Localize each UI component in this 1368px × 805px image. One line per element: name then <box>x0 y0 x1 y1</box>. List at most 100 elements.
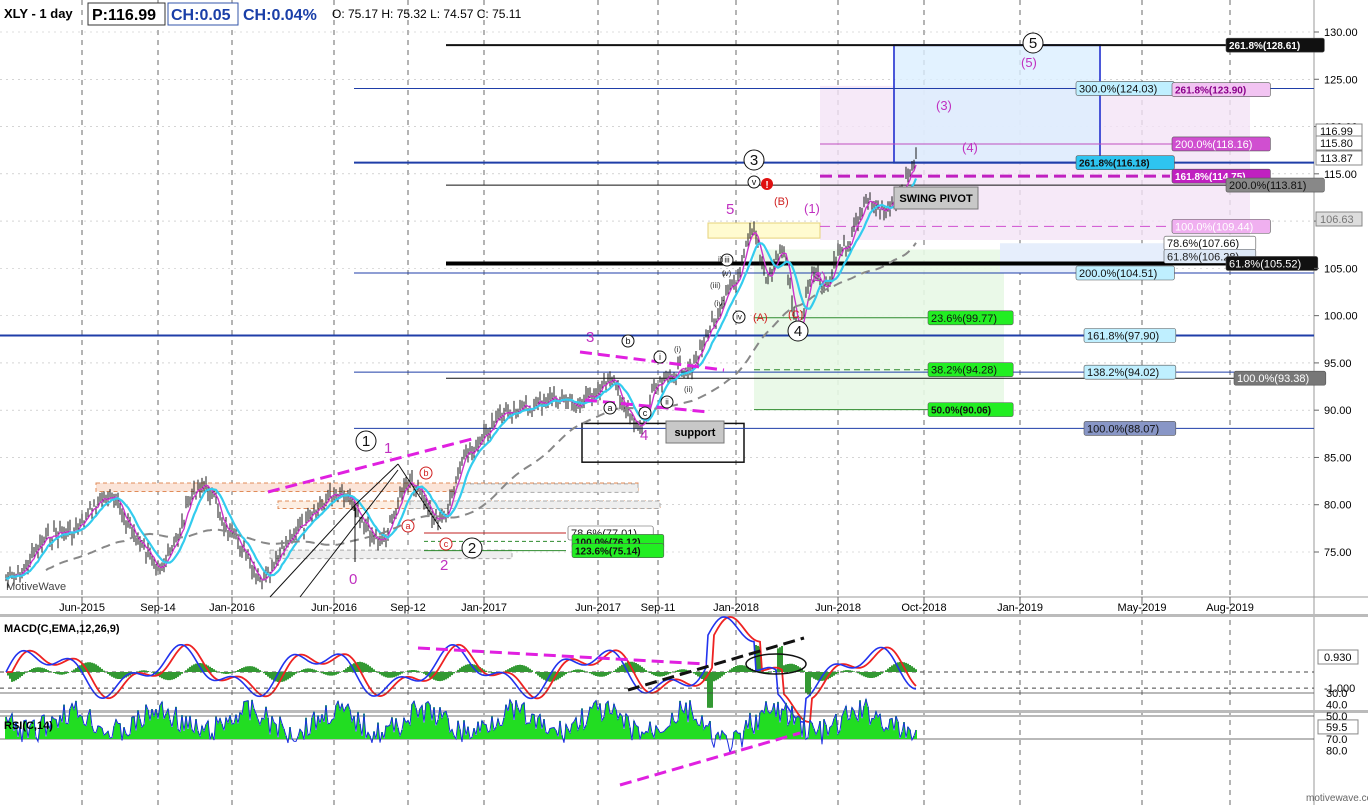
trendline-2 <box>584 398 709 414</box>
fib-label-14: 38.2%(94.28) <box>931 365 997 377</box>
fib-label-9: 61.8%(106.28) <box>1167 251 1239 263</box>
target-box-blue <box>893 44 1101 164</box>
x-tick-label-13: Aug-2019 <box>1206 602 1254 614</box>
trendline-7 <box>299 469 399 598</box>
y-axis-ticks: 75.0080.0085.0090.0095.00100.00105.00110… <box>1314 27 1363 559</box>
wave-c-small-ring <box>638 406 652 420</box>
wave-paren-5: (5) <box>1021 55 1037 70</box>
wave-iv-circle: iv <box>736 313 742 322</box>
wave-c-red: c <box>444 539 449 549</box>
fib-label-bg-3 <box>1171 136 1271 152</box>
chart-header: XLY - 1 day P:116.99 CH:0.05 CH:0.04% O:… <box>4 2 522 26</box>
wave-C: (C) <box>788 309 803 321</box>
wave-5-major-ring <box>1022 32 1044 54</box>
yellow-zone <box>707 222 821 239</box>
trendline-4 <box>354 463 399 506</box>
fib-label-21: 123.6%(75.14) <box>575 547 641 558</box>
fib-labels: 261.8%(128.61) 300.0%(124.03) 261.8%(123.9… <box>567 37 1327 558</box>
price-box <box>87 2 166 26</box>
rsi-title: RSI(C,14) <box>4 720 53 732</box>
fib-label-bg-21 <box>571 543 665 558</box>
price-layer <box>5 147 918 590</box>
y-tick-label-2: 85.00 <box>1324 452 1352 464</box>
y-tick-label-10: 125.00 <box>1324 74 1358 86</box>
wave-b-small: b <box>625 336 630 346</box>
trendline-3 <box>269 504 356 598</box>
wave-a-small: a <box>607 403 612 413</box>
wave-A: (A) <box>753 312 768 324</box>
wave-i-small: (i) <box>674 345 681 354</box>
fib-label-5: 161.8%(114.75) <box>1175 172 1246 183</box>
fib-label-bg-11 <box>1075 265 1175 281</box>
wave-iii-circle: iii <box>724 256 730 265</box>
wave-2-major: 2 <box>468 540 476 557</box>
x-tick-label-9: Jun-2018 <box>815 602 861 614</box>
wave-a-red-ring <box>401 519 415 533</box>
wave-3-major: 3 <box>750 152 758 169</box>
wave-1-major: 1 <box>362 433 370 450</box>
wave-v-circle-ring <box>747 175 761 189</box>
fib-label-11: 200.0%(104.51) <box>1079 268 1157 280</box>
wave-paren-1: (1) <box>804 201 820 216</box>
price-tag-bg-2 <box>1315 150 1363 166</box>
rsi-tick-2: 59.5 <box>1326 722 1347 734</box>
wave-v-small: (v) <box>722 269 732 278</box>
rsi-tick-4: 40.0 <box>1326 700 1347 712</box>
price-value: P:116.99 <box>92 7 156 24</box>
wave-b-red: b <box>423 468 428 478</box>
fib-label-bg-0 <box>1225 37 1325 53</box>
wave-b-red-ring <box>419 466 433 480</box>
macd-tag-bg <box>1317 649 1359 665</box>
symbol-label: XLY - 1 day <box>4 6 73 21</box>
x-tick-label-3: Jun-2016 <box>311 602 357 614</box>
fib-label-1: 300.0%(124.03) <box>1079 83 1157 95</box>
change-value: CH:0.05 <box>171 7 231 24</box>
fib-label-15: 138.2%(94.02) <box>1087 367 1159 379</box>
fib-label-bg-17 <box>927 402 1014 417</box>
rsi-panel: 80.070.059.550.040.030.0 <box>0 688 1359 787</box>
wave-1-minor: 1 <box>384 440 392 457</box>
wave-3-minor: 3 <box>586 329 594 346</box>
trendline-1 <box>579 350 725 372</box>
price-tag-2: 113.87 <box>1320 153 1353 165</box>
rsi-trendline <box>619 731 801 787</box>
fib-label-12: 23.6%(99.77) <box>931 313 997 325</box>
alert-mark: ! <box>765 180 768 191</box>
fib-label-2: 261.8%(123.90) <box>1175 86 1246 97</box>
price-tag-3: 106.63 <box>1320 214 1354 226</box>
price-tag-bg-1 <box>1315 135 1363 151</box>
y-tick-label-11: 130.00 <box>1324 27 1358 39</box>
fib-label-bg-15 <box>1083 364 1177 380</box>
x-tick-label-8: Jan-2018 <box>713 602 759 614</box>
fib-label-7: 100.0%(109.44) <box>1175 221 1253 233</box>
wave-a-small-ring <box>603 401 617 415</box>
macd-panel: 0.930 -1.000 <box>0 615 1359 723</box>
wave-iii-roman: iii <box>718 255 724 264</box>
x-tick-label-10: Oct-2018 <box>901 602 946 614</box>
wave-i-circle-ring <box>653 350 667 364</box>
change-box <box>167 2 239 26</box>
rsi-tick-5: 30.0 <box>1326 688 1347 700</box>
fib-label-bg-10 <box>1225 256 1319 271</box>
fib-label-10: 61.8%(105.52) <box>1229 258 1301 270</box>
macd-tick-1: -1.000 <box>1324 683 1355 695</box>
y-tick-label-1: 80.00 <box>1324 500 1352 512</box>
wave-4-minor: 4 <box>640 427 648 444</box>
grey-zone-2 <box>409 500 661 510</box>
macd-separator[interactable] <box>0 614 1368 617</box>
swing-pivot-label: SWING PIVOT <box>899 193 973 205</box>
macd-ellipse <box>745 653 807 675</box>
brand-watermark: MotiveWave <box>6 581 66 593</box>
x-tick-label-6: Jun-2017 <box>575 602 621 614</box>
trendline-5 <box>397 463 442 530</box>
wave-v-roman: v <box>722 269 726 278</box>
fib-label-bg-4 <box>1075 155 1175 170</box>
ma-slow-line <box>45 242 917 572</box>
price-tag-bg-3 <box>1315 211 1363 227</box>
wave-iii-circle-ring <box>720 253 734 267</box>
fib-label-8: 78.6%(107.66) <box>1167 238 1239 250</box>
x-tick-label-4: Sep-12 <box>390 602 425 614</box>
x-tick-label-0: Jun-2015 <box>59 602 105 614</box>
wave-iv-circle-ring <box>732 310 746 324</box>
